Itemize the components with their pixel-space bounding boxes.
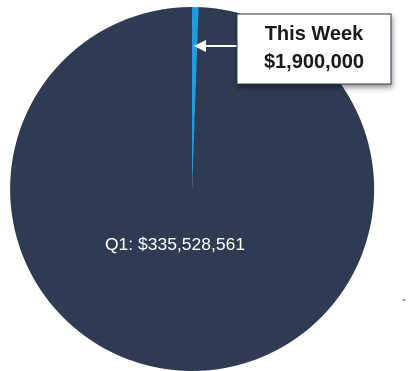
callout: This Week $1,900,000 [194,13,392,85]
callout-box [236,13,392,85]
pie-slices [10,6,375,371]
callout-value: $1,900,000 [264,51,364,73]
callout-arrow-head [194,40,206,52]
pie-slice-this-week [192,6,199,189]
callout-title: This Week [265,23,364,45]
slice-label-q1: Q1: $335,528,561 [105,234,245,254]
pie-slice-q1 [10,7,375,371]
stray-tick-mark: - [402,292,406,306]
